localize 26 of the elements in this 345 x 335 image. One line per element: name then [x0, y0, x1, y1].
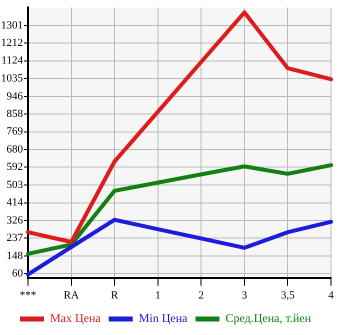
y-tick-label: 60 [12, 267, 24, 280]
y-tick-label: 680 [6, 143, 24, 156]
y-tick-label: 414 [6, 196, 24, 209]
y-tick-label: 1212 [1, 37, 23, 50]
x-tick-label: 2 [198, 289, 204, 302]
x-tick-label: 3,5 [280, 289, 296, 302]
y-tick-label: 326 [6, 214, 24, 226]
x-tick-label: 3 [242, 289, 248, 302]
x-tick-label: 4 [328, 289, 334, 302]
y-tick-label: 858 [6, 108, 24, 120]
y-tick-label: 503 [6, 178, 24, 191]
x-tick-label: RA [64, 289, 79, 302]
y-tick-label: 592 [6, 161, 23, 174]
y-tick-label: 148 [6, 250, 24, 262]
x-tick-label: R [110, 289, 119, 302]
legend-label: Min Цена [138, 311, 188, 326]
y-tick-label: 1124 [1, 54, 24, 67]
x-tick-label: *** [20, 289, 36, 302]
y-tick-label: 1035 [1, 72, 24, 84]
y-tick-label: 237 [6, 232, 24, 244]
legend-label: Max Цена [50, 311, 102, 326]
y-tick-label: 1301 [1, 19, 23, 32]
y-tick-label: 769 [6, 126, 24, 138]
x-tick-label: 1 [155, 289, 161, 302]
legend-label: Сред.Цена, т.йен [225, 311, 312, 326]
y-tick-label: 946 [6, 90, 24, 102]
